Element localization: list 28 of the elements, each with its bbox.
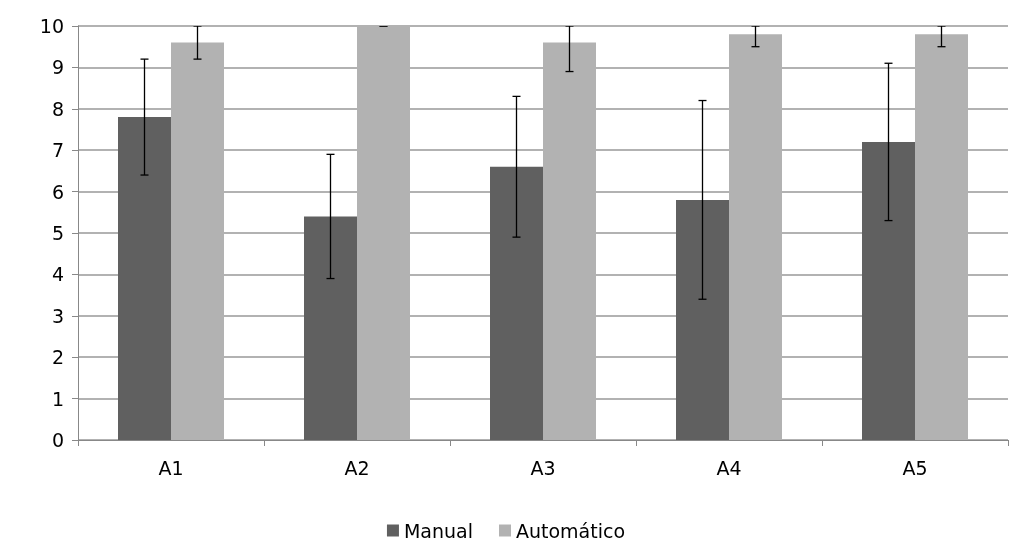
legend-label: Manual (403, 519, 473, 542)
bar (915, 34, 968, 440)
x-tick-label: A3 (530, 456, 556, 479)
bar (543, 42, 596, 440)
legend-label: Automático (515, 519, 626, 542)
y-tick-label: 10 (39, 15, 64, 37)
x-tick-label: A4 (716, 456, 742, 479)
y-tick-label: 3 (51, 304, 64, 327)
x-tick-label: A1 (158, 456, 184, 479)
bar (729, 34, 782, 440)
bar (676, 199, 729, 440)
x-tick-label: A2 (344, 456, 370, 479)
y-tick-label: 5 (51, 222, 64, 244)
y-tick-label: 6 (51, 180, 64, 203)
x-tick-label: A5 (902, 456, 928, 479)
y-tick-label: 1 (51, 387, 64, 410)
bar (357, 26, 410, 440)
bar (862, 141, 915, 440)
bar (118, 117, 171, 440)
y-tick-label: 4 (51, 263, 64, 286)
y-tick-label: 9 (51, 56, 64, 79)
bar (490, 166, 543, 440)
y-tick-label: 0 (51, 429, 64, 451)
bar (304, 216, 357, 440)
y-tick-label: 7 (51, 139, 64, 162)
y-tick-label: 8 (51, 97, 64, 120)
bar (171, 42, 224, 440)
y-tick-label: 2 (51, 346, 64, 369)
